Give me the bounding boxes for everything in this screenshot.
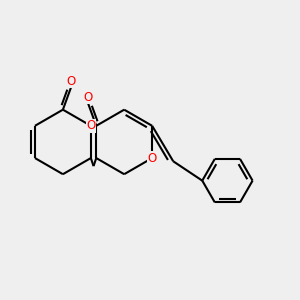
Text: O: O bbox=[148, 152, 157, 165]
Text: O: O bbox=[86, 119, 95, 132]
Text: O: O bbox=[67, 75, 76, 88]
Text: O: O bbox=[83, 91, 93, 104]
